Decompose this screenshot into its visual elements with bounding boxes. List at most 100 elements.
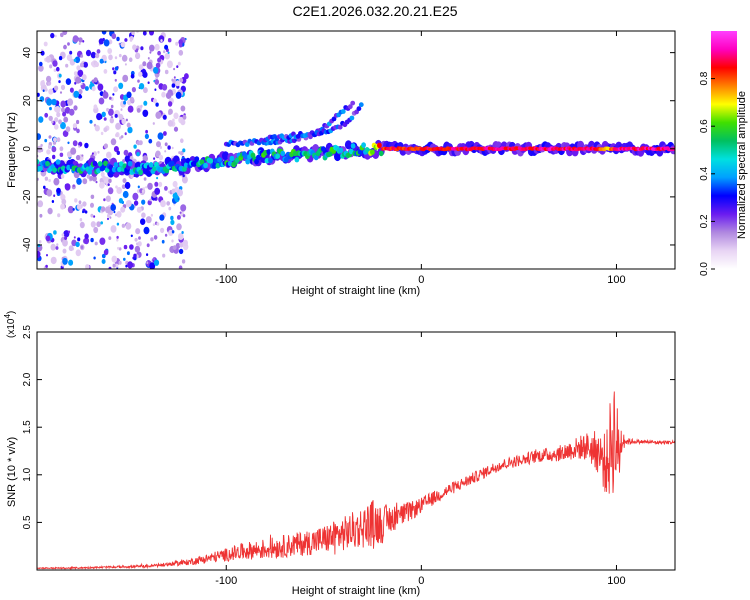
spectrogram-noise-speck (73, 90, 80, 98)
spectrogram-noise-speck (178, 233, 184, 240)
spectrogram-trace-point (138, 169, 144, 176)
spectrogram-noise-speck (75, 76, 81, 84)
spectrogram-noise-speck (171, 78, 174, 82)
spectrogram-noise-speck (120, 108, 123, 111)
spectrogram-noise-speck (105, 206, 111, 214)
spectrogram-noise-speck (118, 247, 122, 251)
spectrogram-noise-speck (100, 131, 104, 136)
spectrogram-noise-speck (150, 213, 153, 217)
spectrogram-noise-speck (116, 211, 122, 218)
spectrogram-noise-speck (68, 259, 74, 266)
spectrogram-noise-speck (79, 62, 84, 68)
spectrogram-noise-speck (82, 178, 88, 185)
spectrogram-noise-speck (67, 42, 70, 46)
spectrogram-noise-speck (118, 82, 124, 90)
spectrogram-noise-speck (179, 150, 184, 156)
spectrogram-noise-speck (177, 197, 180, 201)
spectrogram-trace-point (266, 149, 272, 155)
spectrogram-trace-point (350, 143, 356, 149)
spectrogram-noise-speck (175, 91, 182, 99)
spectrogram-noise-speck (47, 207, 53, 215)
spectrogram-noise-speck (147, 81, 150, 84)
spectrogram-noise-speck (50, 256, 57, 265)
spectrogram-noise-speck (122, 178, 127, 184)
spectrogram-trace-point (38, 165, 43, 172)
spectrogram-noise-speck (120, 135, 124, 139)
spectrogram-noise-speck (136, 206, 142, 213)
colorbar-gradient (711, 31, 737, 269)
snr-y-label: SNR (10 * v/v) (6, 437, 18, 507)
spectrogram-noise-speck (146, 243, 150, 248)
spectrogram-trace-point (103, 160, 108, 167)
spectrogram-noise-speck (37, 200, 44, 208)
spectrogram-noise-speck (103, 39, 110, 47)
spectrogram-noise-speck (100, 171, 105, 177)
spectrogram-noise-speck (160, 39, 163, 43)
spectrogram-noise-speck (95, 180, 98, 184)
spectrogram-noise-speck (62, 130, 69, 138)
spectrogram-noise-speck (164, 142, 168, 147)
spectrogram-noise-speck (131, 31, 135, 36)
spectrogram-noise-speck (148, 138, 153, 144)
spectrogram-noise-speck (53, 177, 60, 186)
spectrogram-noise-speck (51, 120, 54, 124)
spectrogram-noise-speck (54, 85, 59, 91)
spectrogram-noise-speck (147, 57, 150, 60)
spectrogram-noise-speck (145, 216, 152, 224)
spectrogram-trace-halo (222, 151, 229, 161)
spectrogram-noise-speck (163, 131, 167, 136)
snr-exponent-power: 4 (3, 314, 12, 319)
spectrogram-trace-point (275, 153, 280, 159)
spectrogram-noise-speck (103, 127, 108, 133)
spectrogram-noise-speck (174, 195, 180, 203)
spectrogram-noise-speck (177, 189, 183, 197)
spectrogram-noise-speck (93, 215, 96, 218)
spectrogram-noise-speck (164, 150, 167, 153)
spectrogram-noise-speck (124, 63, 127, 66)
spectrogram-trace-point (55, 159, 61, 165)
spectrogram-noise-speck (116, 238, 119, 242)
spectrogram-noise-speck (178, 151, 181, 155)
spectrogram-noise-speck (74, 198, 78, 203)
colorbar-tick-label: 0.4 (699, 166, 710, 180)
spectrogram-noise-speck (122, 190, 129, 199)
spectrogram-secondary-blob (358, 102, 364, 108)
spectrogram-noise-speck (113, 86, 118, 93)
spectrogram-noise-speck (108, 178, 112, 183)
spectrogram-noise-speck (85, 49, 92, 57)
spectrogram-noise-speck (121, 54, 128, 62)
spectrogram-noise-speck (167, 120, 174, 127)
spectrogram-noise-speck (184, 73, 189, 80)
spectrogram-noise-speck (116, 187, 122, 194)
spectrogram-trace-point (108, 164, 114, 171)
spectrogram-x-tick-label: 0 (418, 274, 424, 286)
colorbar-tick-label: 0.0 (699, 262, 710, 276)
spectrogram-noise-speck (173, 76, 176, 79)
snr-x-tick-label: 100 (607, 575, 625, 587)
spectrogram-noise-speck (133, 200, 139, 206)
spectrogram-noise-speck (181, 175, 188, 184)
spectrogram-noise-speck (103, 198, 106, 202)
spectrogram-noise-speck (59, 146, 64, 152)
spectrogram-noise-speck (74, 56, 81, 64)
spectrogram-trace-point (208, 158, 214, 164)
spectrogram-noise-speck (70, 147, 77, 155)
spectrogram-noise-speck (127, 99, 132, 106)
spectrogram-noise-speck (103, 69, 108, 74)
snr-x-axis: -100 0 100 (215, 332, 626, 587)
spectrogram-y-tick-label: 40 (22, 47, 33, 59)
spectrogram-noise-speck (125, 264, 128, 268)
spectrogram-noise-speck (97, 83, 104, 91)
spectrogram-noise-speck (61, 198, 67, 205)
spectrogram-noise-speck (143, 187, 145, 190)
spectrogram-noise-speck (115, 133, 119, 137)
spectrogram-trace-point (217, 157, 223, 163)
spectrogram-noise-speck (48, 135, 52, 139)
spectrogram-noise-speck (130, 73, 135, 79)
spectrogram-noise-speck (99, 181, 105, 189)
spectrogram-noise-speck (90, 61, 95, 66)
spectrogram-noise-speck (84, 86, 89, 91)
spectrogram-noise-speck (110, 104, 114, 109)
spectrogram-noise-speck (171, 230, 175, 234)
spectrogram-noise-speck (56, 66, 60, 72)
